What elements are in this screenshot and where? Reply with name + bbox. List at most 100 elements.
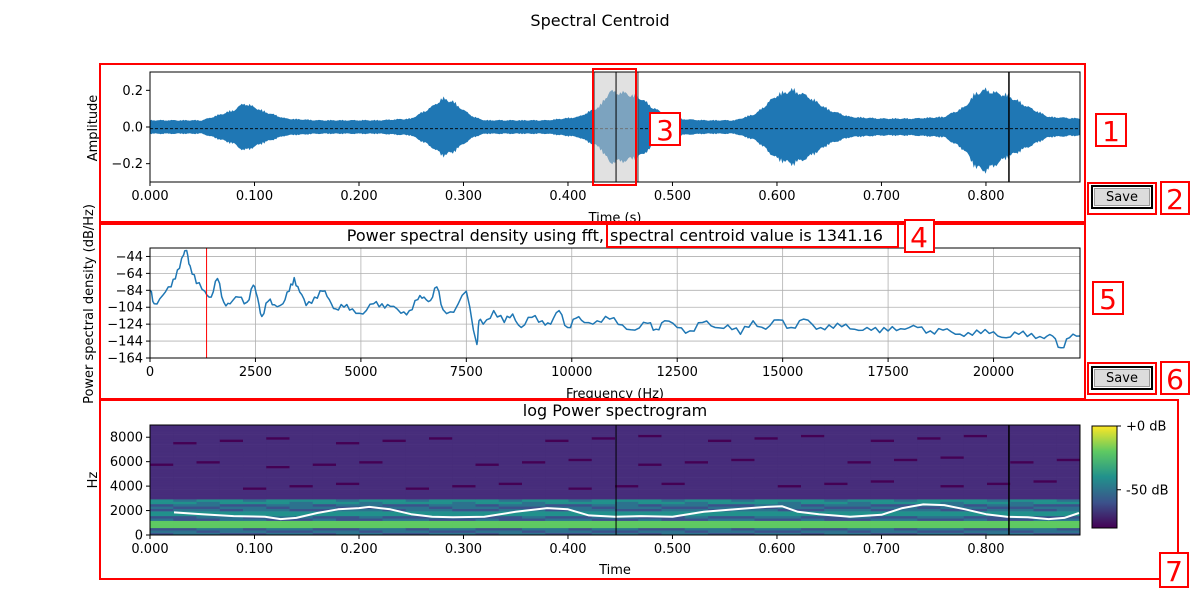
spectrogram-cell — [173, 446, 197, 450]
spectrogram-cell — [568, 491, 593, 495]
spectrogram-cell — [940, 470, 965, 474]
spectrogram-cell — [173, 525, 197, 529]
spectrogram-cell — [475, 468, 500, 471]
spectrogram-cell — [777, 436, 802, 440]
spectrogram-cell — [963, 501, 988, 505]
spectrogram-cell — [870, 491, 895, 495]
spectrogram-cell — [382, 501, 407, 505]
save-psd-button[interactable]: Save — [1094, 369, 1150, 387]
spectrogram-cell — [266, 427, 290, 431]
spectrogram-cell — [266, 439, 290, 443]
spectrogram-cell — [847, 523, 872, 526]
psd-title-centroid: spectral centroid value is 1341.16 — [610, 226, 883, 245]
spectrogram-cell — [522, 513, 546, 517]
spectrogram-cell — [754, 499, 779, 502]
spectrogram-cell — [568, 451, 593, 454]
spectrogram-cell — [638, 506, 662, 509]
spectrogram-cell — [615, 427, 639, 431]
spectrogram-cell — [615, 482, 639, 486]
spectrogram-cell — [847, 448, 872, 452]
x-tick-label: 15000 — [762, 365, 803, 380]
spectrogram-cell — [150, 427, 174, 431]
spectrogram-cell — [1033, 506, 1058, 509]
spectrogram-cell — [661, 503, 686, 507]
spectrogram-cell — [219, 468, 244, 471]
spectrogram-cell — [452, 484, 476, 488]
spectrogram-cell — [405, 525, 430, 529]
badge-7: 7 — [1165, 555, 1183, 588]
spectrogram-cell — [894, 499, 918, 502]
spectrogram-cell — [359, 463, 383, 466]
spectrogram-cell — [219, 511, 244, 514]
spectrogram-cell — [684, 484, 709, 488]
spectrogram-cell — [545, 506, 569, 509]
spectrogram-cell — [405, 425, 430, 428]
spectrogram-cell — [336, 448, 360, 452]
spectrogram-cell — [661, 527, 686, 531]
spectrogram-cell — [870, 444, 895, 447]
spectrogram-cell — [405, 484, 430, 488]
spectrogram-cell — [1056, 463, 1081, 466]
spectrogram-cell — [359, 472, 383, 476]
spectrogram-cell — [777, 484, 802, 488]
spectrogram-cell — [336, 530, 360, 533]
spectrogram-cell — [987, 434, 1011, 438]
spectrogram-cell — [312, 434, 337, 438]
spectrogram-cell — [150, 496, 174, 500]
spectrogram-cell — [638, 434, 662, 438]
spectrogram-cell — [940, 472, 965, 476]
spectrogram-cell — [522, 439, 546, 443]
spectrogram-cell — [196, 480, 221, 483]
spectrogram-cell — [498, 515, 523, 519]
spectrogram-cell — [638, 482, 662, 486]
spectrogram-cell — [336, 451, 360, 454]
spectrogram-cell — [196, 446, 221, 450]
spectrogram-cell — [405, 456, 430, 459]
spectrogram-cell — [150, 444, 174, 447]
spectrogram-cell — [940, 487, 965, 490]
spectral-centroid-curve — [173, 503, 1080, 521]
spectrogram-cell — [522, 429, 546, 433]
spectrogram-cell — [824, 494, 848, 498]
spectrogram-cell — [289, 460, 314, 464]
spectrogram-cell — [173, 475, 197, 478]
spectrogram-cell — [940, 496, 965, 500]
spectrogram-cell — [1033, 448, 1058, 452]
spectrogram-cell — [359, 458, 383, 462]
spectrogram-cell — [824, 429, 848, 433]
spectrogram-cell — [173, 441, 197, 445]
spectrogram-cell — [661, 439, 686, 443]
spectrogram-cell — [1010, 463, 1034, 466]
spectrogram-cell — [754, 532, 779, 536]
spectrogram-cell — [219, 487, 244, 490]
spectrogram-cell — [591, 484, 616, 488]
spectrogram-cell — [638, 446, 662, 450]
spectrogram-cell — [754, 520, 779, 524]
spectrogram-cell — [591, 463, 616, 466]
spectrogram-cell — [591, 453, 616, 457]
spectrogram-cell — [475, 453, 500, 457]
psd-title-main: Power spectral density using fft, — [347, 226, 604, 245]
spectrogram-cell — [615, 496, 639, 500]
save-waveform-button[interactable]: Save — [1094, 188, 1150, 206]
spectrogram-cell — [545, 434, 569, 438]
spectrogram-cell — [987, 484, 1011, 488]
spectrogram-cell — [801, 487, 825, 490]
spectrogram-cell — [591, 513, 616, 517]
spectrogram-cell — [196, 444, 221, 447]
spectrogram-cell — [522, 487, 546, 490]
spectrogram-cell — [870, 460, 895, 464]
spectrogram-cell — [731, 448, 755, 452]
spectrogram-cell — [382, 456, 407, 459]
spectrogram-cell — [545, 468, 569, 471]
spectrogram-cell — [336, 503, 360, 507]
spectrogram-cell — [824, 434, 848, 438]
spectrogram-cell — [870, 427, 895, 431]
spectrogram-cell — [638, 477, 662, 481]
badge-7-box — [1159, 552, 1189, 588]
spectrogram-cell — [894, 520, 918, 524]
spectrogram-cell — [498, 446, 523, 450]
spectrogram-cell — [219, 470, 244, 474]
psd-x-ticks: 0 2500 5000 7500 10000 12500 15000 17500 20000 — [146, 358, 1014, 380]
spectrogram-cell — [917, 532, 941, 536]
